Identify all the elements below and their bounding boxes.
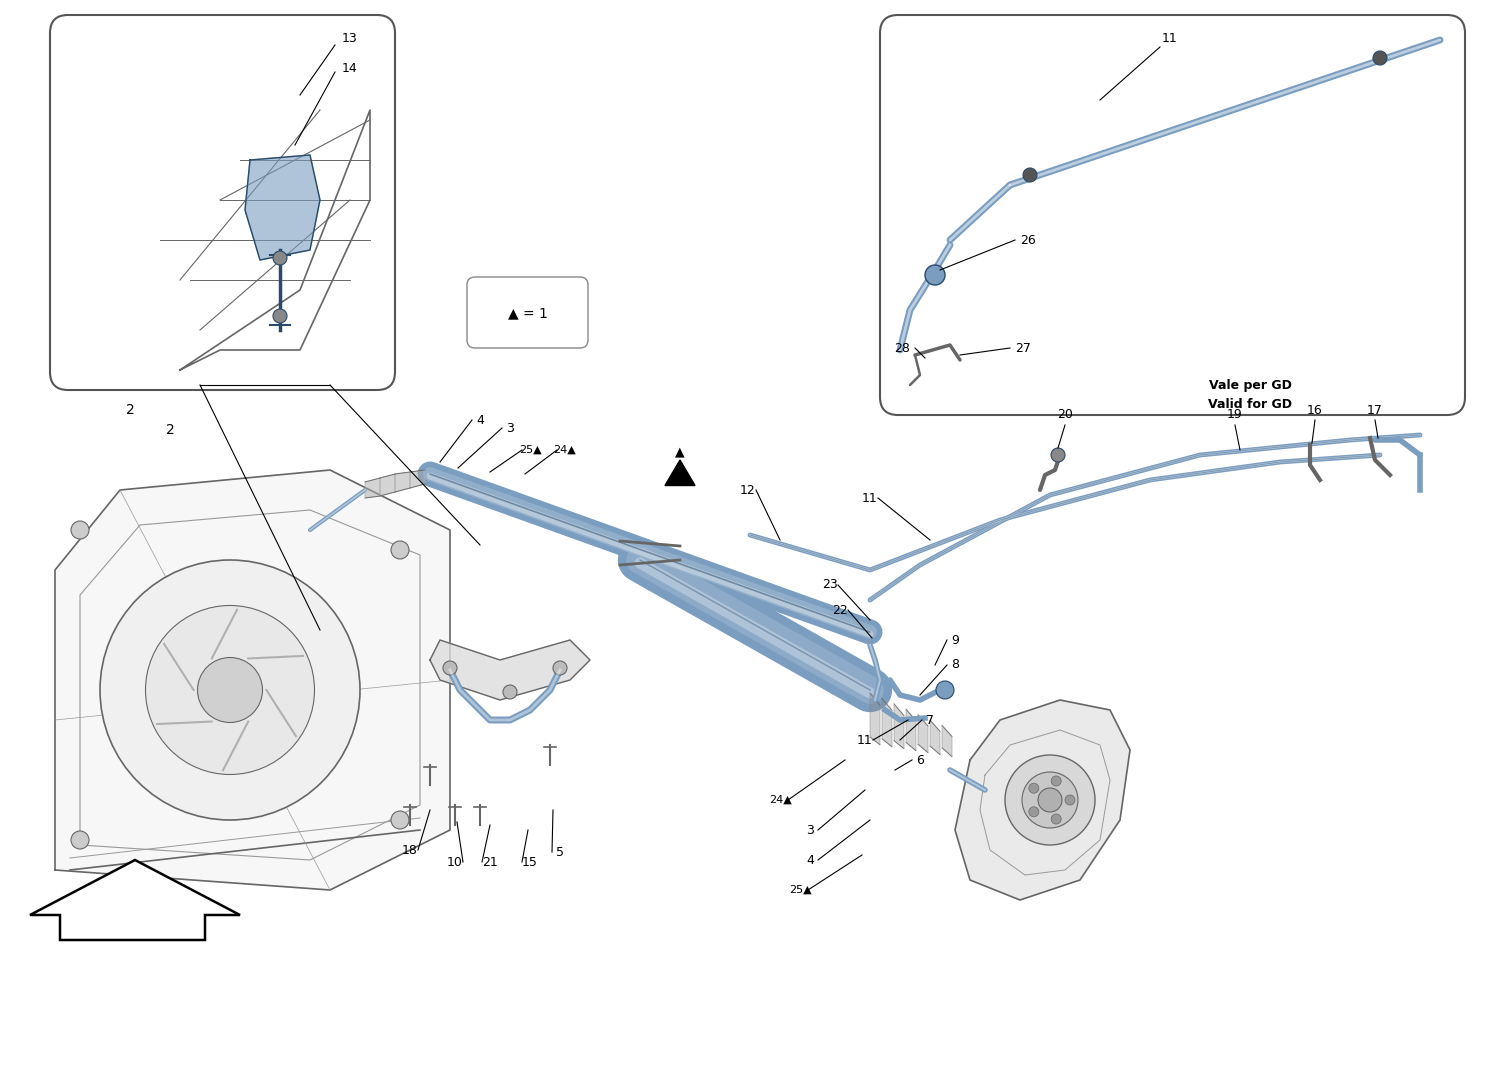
Text: 4: 4: [806, 854, 814, 867]
Text: ▲: ▲: [675, 445, 686, 458]
Circle shape: [392, 811, 410, 829]
Circle shape: [1372, 51, 1388, 65]
Text: 7: 7: [926, 713, 934, 726]
Text: 14: 14: [342, 61, 358, 74]
Circle shape: [1029, 783, 1039, 793]
Polygon shape: [664, 460, 694, 486]
Text: 20: 20: [1058, 408, 1072, 421]
Polygon shape: [394, 472, 410, 492]
Text: 12: 12: [740, 484, 756, 497]
Text: 24▲: 24▲: [554, 445, 576, 455]
Text: 8: 8: [951, 659, 958, 672]
Text: 11: 11: [1162, 32, 1178, 45]
Polygon shape: [410, 470, 424, 488]
Text: 18: 18: [402, 844, 418, 857]
Circle shape: [926, 265, 945, 285]
Polygon shape: [942, 725, 952, 757]
Circle shape: [1022, 772, 1078, 828]
FancyBboxPatch shape: [50, 15, 394, 390]
Text: 2: 2: [126, 403, 135, 417]
Polygon shape: [930, 720, 940, 755]
Text: 24▲: 24▲: [768, 795, 792, 805]
Polygon shape: [906, 709, 916, 750]
Polygon shape: [56, 470, 450, 890]
Text: 11: 11: [856, 734, 873, 746]
Circle shape: [1052, 813, 1060, 824]
Text: 25▲: 25▲: [519, 445, 542, 455]
Text: 22: 22: [833, 603, 848, 616]
Circle shape: [70, 831, 88, 849]
Text: Valid for GD: Valid for GD: [1208, 399, 1292, 412]
Text: 5: 5: [556, 845, 564, 858]
Circle shape: [1029, 807, 1039, 817]
Text: Vale per GD: Vale per GD: [1209, 379, 1292, 392]
Text: 17: 17: [1366, 404, 1383, 416]
Circle shape: [936, 681, 954, 699]
Text: 13: 13: [342, 32, 358, 45]
Text: 11: 11: [862, 491, 877, 504]
Text: 28: 28: [894, 342, 910, 355]
Polygon shape: [380, 474, 394, 495]
Text: 25▲: 25▲: [789, 885, 812, 895]
Circle shape: [1038, 788, 1062, 812]
Text: 3: 3: [806, 823, 814, 836]
Circle shape: [70, 521, 88, 539]
Polygon shape: [894, 703, 904, 749]
Polygon shape: [870, 693, 880, 745]
FancyBboxPatch shape: [880, 15, 1466, 415]
Text: 19: 19: [1227, 408, 1244, 421]
Polygon shape: [918, 714, 928, 752]
Text: 10: 10: [447, 856, 464, 869]
FancyBboxPatch shape: [466, 277, 588, 348]
Circle shape: [273, 250, 286, 265]
Polygon shape: [30, 860, 240, 940]
Text: 2: 2: [165, 423, 174, 437]
Circle shape: [1023, 168, 1036, 182]
Text: 4: 4: [476, 414, 484, 427]
Circle shape: [1065, 795, 1076, 805]
Polygon shape: [244, 155, 320, 260]
Text: 6: 6: [916, 754, 924, 767]
Circle shape: [273, 309, 286, 323]
Circle shape: [503, 685, 518, 699]
Polygon shape: [956, 700, 1130, 900]
Text: 27: 27: [1016, 342, 1031, 355]
Polygon shape: [430, 640, 590, 700]
Circle shape: [1005, 755, 1095, 845]
Circle shape: [198, 658, 262, 722]
Polygon shape: [364, 478, 380, 498]
Circle shape: [554, 661, 567, 675]
Text: ▲ = 1: ▲ = 1: [509, 306, 548, 320]
Text: 16: 16: [1306, 404, 1323, 416]
Polygon shape: [882, 698, 892, 747]
Circle shape: [146, 605, 315, 774]
Text: 21: 21: [482, 856, 498, 869]
Circle shape: [100, 560, 360, 820]
Circle shape: [1052, 776, 1060, 786]
Circle shape: [392, 541, 410, 559]
Circle shape: [1052, 448, 1065, 462]
Text: 23: 23: [822, 578, 839, 591]
Text: 9: 9: [951, 634, 958, 647]
Text: 15: 15: [522, 856, 538, 869]
Circle shape: [442, 661, 458, 675]
Text: 26: 26: [1020, 233, 1035, 246]
Text: 3: 3: [506, 421, 515, 435]
